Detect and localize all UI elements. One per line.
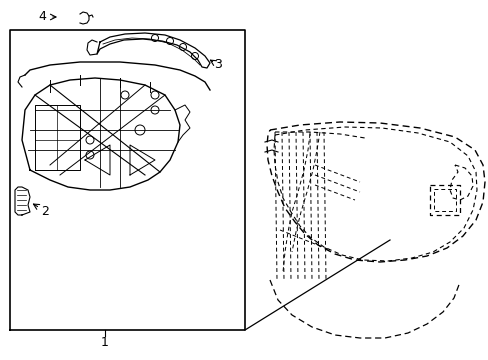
Text: 2: 2 [41,206,49,219]
Text: 3: 3 [214,58,222,72]
Text: 1: 1 [101,336,109,348]
Text: 4: 4 [38,10,46,23]
